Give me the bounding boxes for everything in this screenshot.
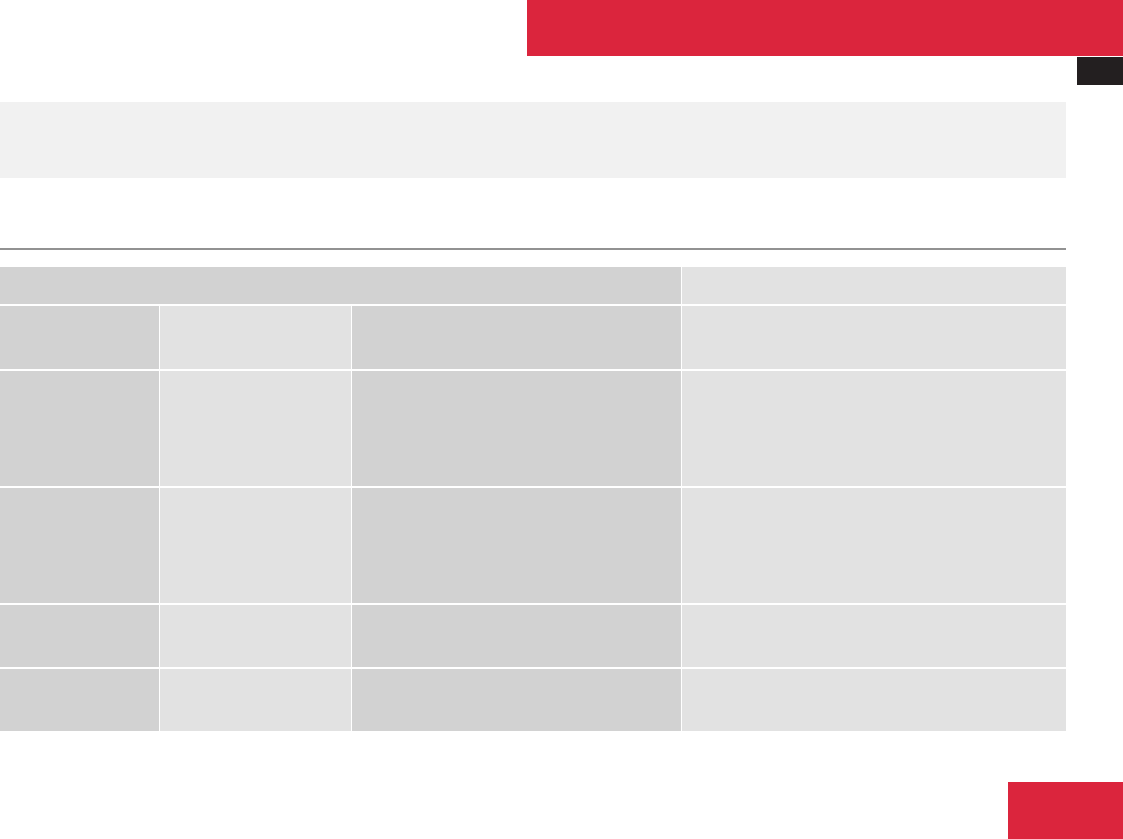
- table-cell: [682, 306, 1066, 369]
- page-number-tab: [1008, 782, 1123, 839]
- table-cell: [352, 488, 681, 603]
- table-cell: [160, 371, 351, 486]
- table-cell: [682, 605, 1066, 667]
- table-cell: [682, 669, 1066, 731]
- table-cell: [352, 371, 681, 486]
- divider-rule: [0, 248, 1066, 250]
- table-cell: [160, 669, 351, 731]
- table-cell: [352, 669, 681, 731]
- header-red-bar: [527, 0, 1123, 56]
- table-cell: [352, 605, 681, 667]
- table-cell: [160, 605, 351, 667]
- info-band: [0, 102, 1066, 178]
- table-cell: [160, 488, 351, 603]
- table-cell: [0, 605, 159, 667]
- table-cell: [160, 306, 351, 369]
- table-cell: [0, 669, 159, 731]
- table-cell: [682, 371, 1066, 486]
- table-cell: [352, 306, 681, 369]
- table-cell: [682, 488, 1066, 603]
- table-cell: [0, 371, 159, 486]
- table-cell: [0, 488, 159, 603]
- table-header-cell: [0, 267, 681, 304]
- table-cell: [0, 306, 159, 369]
- section-tab: [1077, 57, 1123, 85]
- table-header-cell: [682, 267, 1066, 304]
